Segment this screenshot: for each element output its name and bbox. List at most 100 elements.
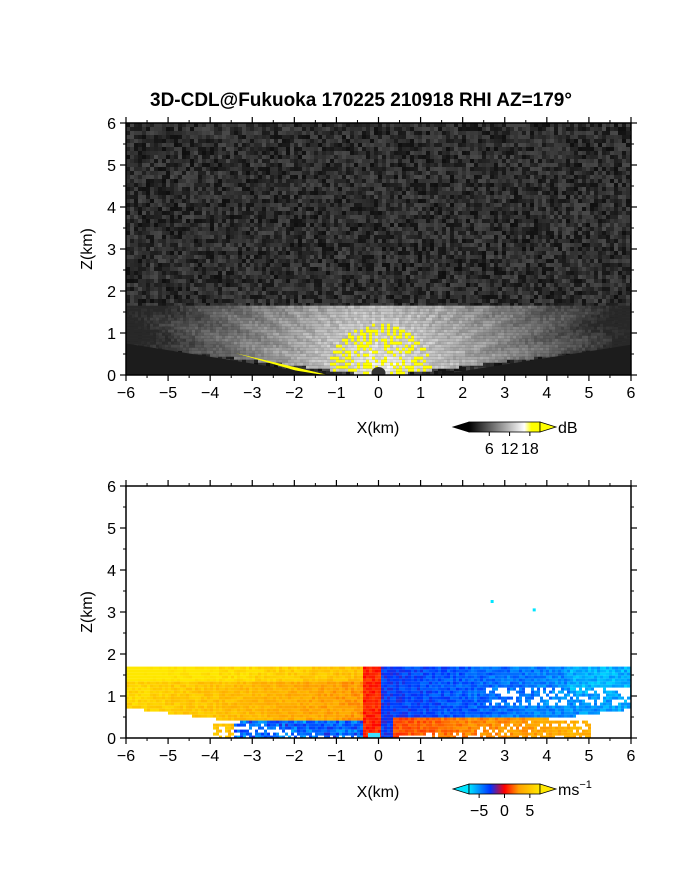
snr-noise-cell — [350, 227, 354, 231]
snr-noise-cell — [598, 191, 602, 195]
snr-noise-cell — [314, 231, 318, 235]
snr-noise-cell — [358, 259, 362, 263]
snr-noise-cell — [298, 235, 302, 239]
snr-noise-cell — [406, 155, 410, 159]
snr-noise-cell — [486, 243, 490, 247]
snr-noise-cell — [210, 215, 214, 219]
snr-noise-cell — [590, 259, 594, 263]
snr-noise-cell — [538, 203, 542, 207]
snr-noise-cell — [350, 231, 354, 235]
snr-noise-cell — [586, 179, 590, 183]
snr-noise-cell — [450, 227, 454, 231]
snr-noise-cell — [230, 215, 234, 219]
snr-noise-cell — [326, 223, 330, 227]
snr-noise-cell — [298, 195, 302, 199]
snr-noise-cell — [578, 247, 582, 251]
snr-noise-cell — [526, 227, 530, 231]
snr-noise-cell — [342, 219, 346, 223]
snr-noise-cell — [466, 275, 470, 279]
snr-noise-cell — [254, 231, 258, 235]
snr-noise-cell — [182, 211, 186, 215]
snr-noise-cell — [370, 199, 374, 203]
snr-noise-cell — [386, 219, 390, 223]
snr-noise-cell — [134, 235, 138, 239]
snr-noise-cell — [434, 175, 438, 179]
snr-noise-cell — [378, 267, 382, 271]
snr-noise-cell — [218, 195, 222, 199]
snr-noise-cell — [194, 143, 198, 147]
snr-noise-cell — [398, 163, 402, 167]
snr-noise-cell — [230, 155, 234, 159]
snr-noise-cell — [618, 207, 622, 211]
snr-noise-cell — [614, 215, 618, 219]
snr-noise-cell — [398, 243, 402, 247]
snr-noise-cell — [278, 187, 282, 191]
snr-noise-cell — [454, 191, 458, 195]
snr-noise-cell — [414, 147, 418, 151]
snr-noise-cell — [614, 135, 618, 139]
snr-noise-cell — [618, 155, 622, 159]
snr-noise-cell — [190, 143, 194, 147]
snr-noise-cell — [142, 183, 146, 187]
snr-noise-cell — [610, 195, 614, 199]
snr-noise-cell — [578, 195, 582, 199]
snr-noise-cell — [262, 171, 266, 175]
snr-noise-cell — [570, 239, 574, 243]
snr-noise-cell — [174, 247, 178, 251]
snr-noise-cell — [282, 199, 286, 203]
snr-noise-cell — [546, 235, 550, 239]
snr-noise-cell — [186, 279, 190, 283]
snr-noise-cell — [478, 127, 482, 131]
snr-noise-cell — [194, 279, 198, 283]
snr-noise-cell — [450, 231, 454, 235]
snr-noise-cell — [566, 199, 570, 203]
snr-noise-cell — [338, 171, 342, 175]
snr-noise-cell — [426, 131, 430, 135]
snr-noise-cell — [530, 231, 534, 235]
snr-noise-cell — [618, 151, 622, 155]
snr-noise-cell — [134, 191, 138, 195]
snr-noise-cell — [410, 263, 414, 267]
snr-noise-cell — [394, 131, 398, 135]
snr-noise-cell — [518, 215, 522, 219]
snr-noise-cell — [626, 207, 630, 211]
snr-noise-cell — [354, 235, 358, 239]
snr-noise-cell — [146, 259, 150, 263]
snr-noise-cell — [334, 211, 338, 215]
snr-noise-cell — [198, 143, 202, 147]
snr-noise-cell — [438, 235, 442, 239]
snr-noise-cell — [482, 167, 486, 171]
snr-noise-cell — [362, 195, 366, 199]
snr-noise-cell — [618, 143, 622, 147]
snr-noise-cell — [494, 183, 498, 187]
snr-noise-cell — [594, 167, 598, 171]
snr-noise-cell — [446, 151, 450, 155]
snr-noise-cell — [142, 163, 146, 167]
snr-noise-cell — [606, 175, 610, 179]
snr-noise-cell — [546, 183, 550, 187]
snr-noise-cell — [446, 275, 450, 279]
snr-noise-cell — [418, 211, 422, 215]
snr-noise-cell — [350, 255, 354, 259]
snr-noise-cell — [178, 203, 182, 207]
snr-noise-cell — [198, 147, 202, 151]
snr-noise-cell — [222, 211, 226, 215]
snr-noise-cell — [258, 239, 262, 243]
snr-noise-cell — [502, 251, 506, 255]
snr-noise-cell — [350, 183, 354, 187]
snr-noise-cell — [546, 255, 550, 259]
snr-noise-cell — [410, 155, 414, 159]
snr-noise-cell — [262, 271, 266, 275]
snr-noise-cell — [354, 187, 358, 191]
snr-noise-cell — [142, 159, 146, 163]
snr-noise-cell — [546, 223, 550, 227]
snr-noise-cell — [530, 183, 534, 187]
snr-noise-cell — [446, 227, 450, 231]
snr-noise-cell — [242, 207, 246, 211]
snr-noise-cell — [162, 175, 166, 179]
snr-noise-cell — [354, 247, 358, 251]
snr-noise-cell — [386, 171, 390, 175]
snr-noise-cell — [598, 243, 602, 247]
snr-noise-cell — [410, 203, 414, 207]
snr-noise-cell — [462, 271, 466, 275]
